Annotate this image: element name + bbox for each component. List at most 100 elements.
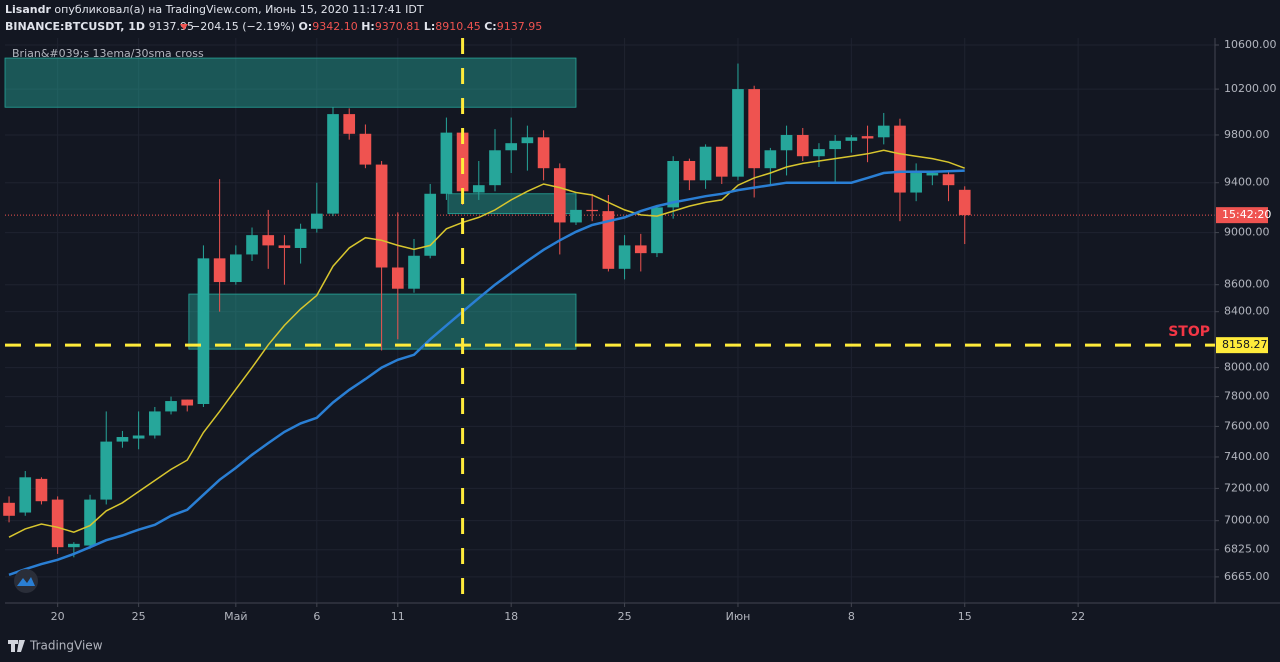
y-tick-label: 10200.00 <box>1224 82 1277 95</box>
zone <box>4 57 577 108</box>
l: 8910.45 <box>435 20 481 33</box>
candle-body <box>165 401 177 412</box>
header-line2: BINANCE:BTCUSDT, 1D 9137.95 <box>5 20 194 33</box>
change: −204.15 (−2.19%) <box>191 20 295 33</box>
candle-body <box>51 499 64 548</box>
candle-body <box>35 478 48 502</box>
candle-body <box>3 502 15 516</box>
y-tick-label: 9400.00 <box>1224 176 1270 189</box>
candle-body <box>683 160 696 181</box>
c: 9137.95 <box>497 20 543 33</box>
footer <box>0 630 1280 662</box>
y-tick-label: 6665.00 <box>1224 570 1270 583</box>
last-price-box <box>1216 207 1268 224</box>
candle-body <box>748 89 760 169</box>
plot <box>3 38 1215 603</box>
candle-body <box>586 209 599 212</box>
y-tick-label: 7400.00 <box>1224 450 1270 463</box>
indicator-line <box>8 169 965 576</box>
candle-body <box>489 150 501 186</box>
candle-body <box>19 477 32 513</box>
candle-body <box>667 160 680 208</box>
candle-body <box>84 499 96 546</box>
candle-body <box>958 189 971 216</box>
stop-text: STOP <box>1168 324 1210 340</box>
x-tick-label: 11 <box>391 610 405 623</box>
y-tick-label: 8400.00 <box>1224 305 1270 318</box>
candle-body <box>570 209 582 223</box>
x-tick-label: 25 <box>132 610 146 623</box>
last-price-label: 15:42:20 <box>1222 208 1271 221</box>
candle-body <box>942 174 955 186</box>
candle-body <box>894 125 906 193</box>
x-tick-label: Июн <box>726 610 751 623</box>
candle-body <box>391 267 404 289</box>
candle-body <box>262 235 275 246</box>
candle-body <box>699 146 712 181</box>
candle-body <box>651 207 663 254</box>
y-tick-label: 6825.00 <box>1224 543 1270 556</box>
candle-body <box>926 173 939 176</box>
candle-body <box>472 185 485 193</box>
y-tick-label: 8600.00 <box>1224 278 1270 291</box>
x-tick-label: 18 <box>504 610 518 623</box>
x-tick-label: 22 <box>1071 610 1085 623</box>
candle-body <box>553 168 566 223</box>
candle-body <box>375 164 388 268</box>
candle-body <box>424 193 437 256</box>
x-tick-label: Май <box>224 610 247 623</box>
x-tick-label: 25 <box>618 610 632 623</box>
candle-body <box>327 114 339 214</box>
candle-body <box>278 245 291 248</box>
candle-body <box>181 399 194 406</box>
x-tick-label: 20 <box>51 610 65 623</box>
y-tick-label: 9800.00 <box>1224 128 1270 141</box>
c-label: C: <box>484 20 496 33</box>
candle-body <box>537 137 550 169</box>
candle-body <box>246 235 258 255</box>
indicator-title: Brian&#039;s 13ema/30sma cross <box>12 47 204 60</box>
logo <box>14 569 38 593</box>
candle-body <box>715 146 728 177</box>
candle-body <box>294 228 307 248</box>
candle-body <box>602 211 615 269</box>
candle-body <box>732 89 744 177</box>
candle-body <box>440 132 453 194</box>
candle-body <box>68 543 80 548</box>
y-tick-label: 7000.00 <box>1224 514 1270 527</box>
y-tick-label: 7800.00 <box>1224 390 1270 403</box>
zone <box>188 293 577 350</box>
candle-body <box>310 213 323 229</box>
candle-body <box>408 255 420 289</box>
candle-body <box>634 245 647 254</box>
symbol: BINANCE:BTCUSDT, 1D <box>5 20 145 33</box>
h-label: H: <box>361 20 375 33</box>
x-tick-label: 15 <box>958 610 972 623</box>
l-label: L: <box>424 20 435 33</box>
candle-body <box>618 245 631 269</box>
last: 9137.95 <box>149 20 195 33</box>
candle-body <box>861 136 874 139</box>
candle-body <box>132 435 145 439</box>
candle-body <box>829 140 841 150</box>
x-tick-label: 6 <box>313 610 320 623</box>
candle-body <box>229 254 242 283</box>
candle-body <box>796 134 809 157</box>
candle-body <box>359 133 372 165</box>
y-tick-label: 9000.00 <box>1224 226 1270 239</box>
header-ohlc: −204.15 (−2.19%) O:9342.10 H:9370.81 L:8… <box>191 20 542 33</box>
candle-body <box>197 258 210 405</box>
h: 9370.81 <box>375 20 421 33</box>
down-arrow <box>180 24 188 30</box>
y-tick-label: 8000.00 <box>1224 361 1270 374</box>
candle-body <box>813 149 825 157</box>
candle-body <box>910 173 922 193</box>
candle-body <box>764 150 777 169</box>
stop-price-label: 8158.27 <box>1222 338 1268 351</box>
published: опубликовал(а) на TradingView.com, Июнь … <box>54 3 423 16</box>
candle-body <box>845 137 858 141</box>
candle-body <box>877 125 890 138</box>
